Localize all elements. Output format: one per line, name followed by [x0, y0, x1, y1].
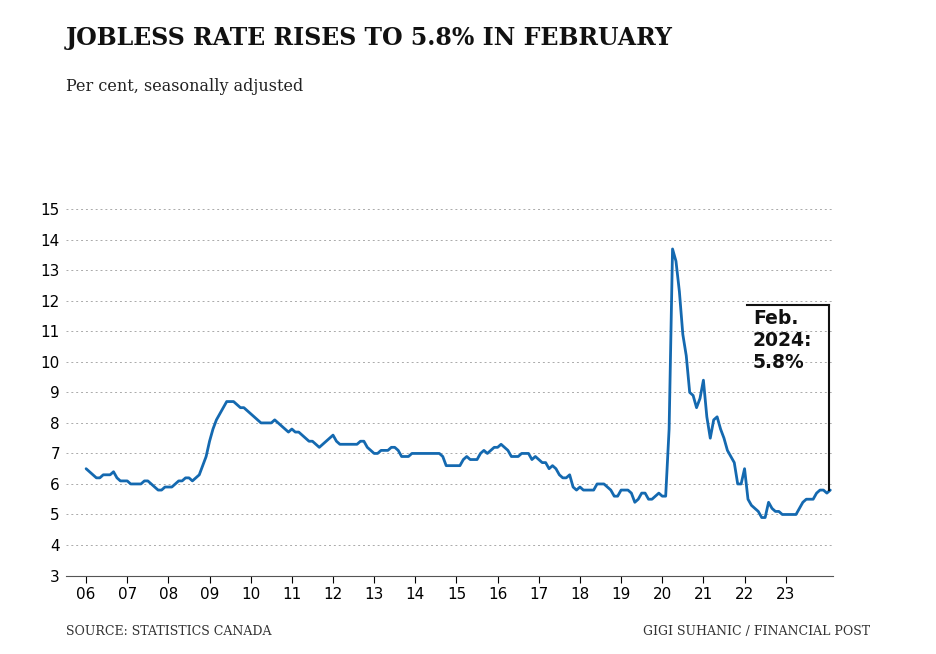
Text: Feb.
2024:
5.8%: Feb. 2024: 5.8%	[753, 309, 812, 372]
Text: JOBLESS RATE RISES TO 5.8% IN FEBRUARY: JOBLESS RATE RISES TO 5.8% IN FEBRUARY	[66, 26, 672, 50]
Text: Per cent, seasonally adjusted: Per cent, seasonally adjusted	[66, 78, 302, 95]
Text: GIGI SUHANIC / FINANCIAL POST: GIGI SUHANIC / FINANCIAL POST	[643, 625, 870, 638]
Text: SOURCE: STATISTICS CANADA: SOURCE: STATISTICS CANADA	[66, 625, 271, 638]
